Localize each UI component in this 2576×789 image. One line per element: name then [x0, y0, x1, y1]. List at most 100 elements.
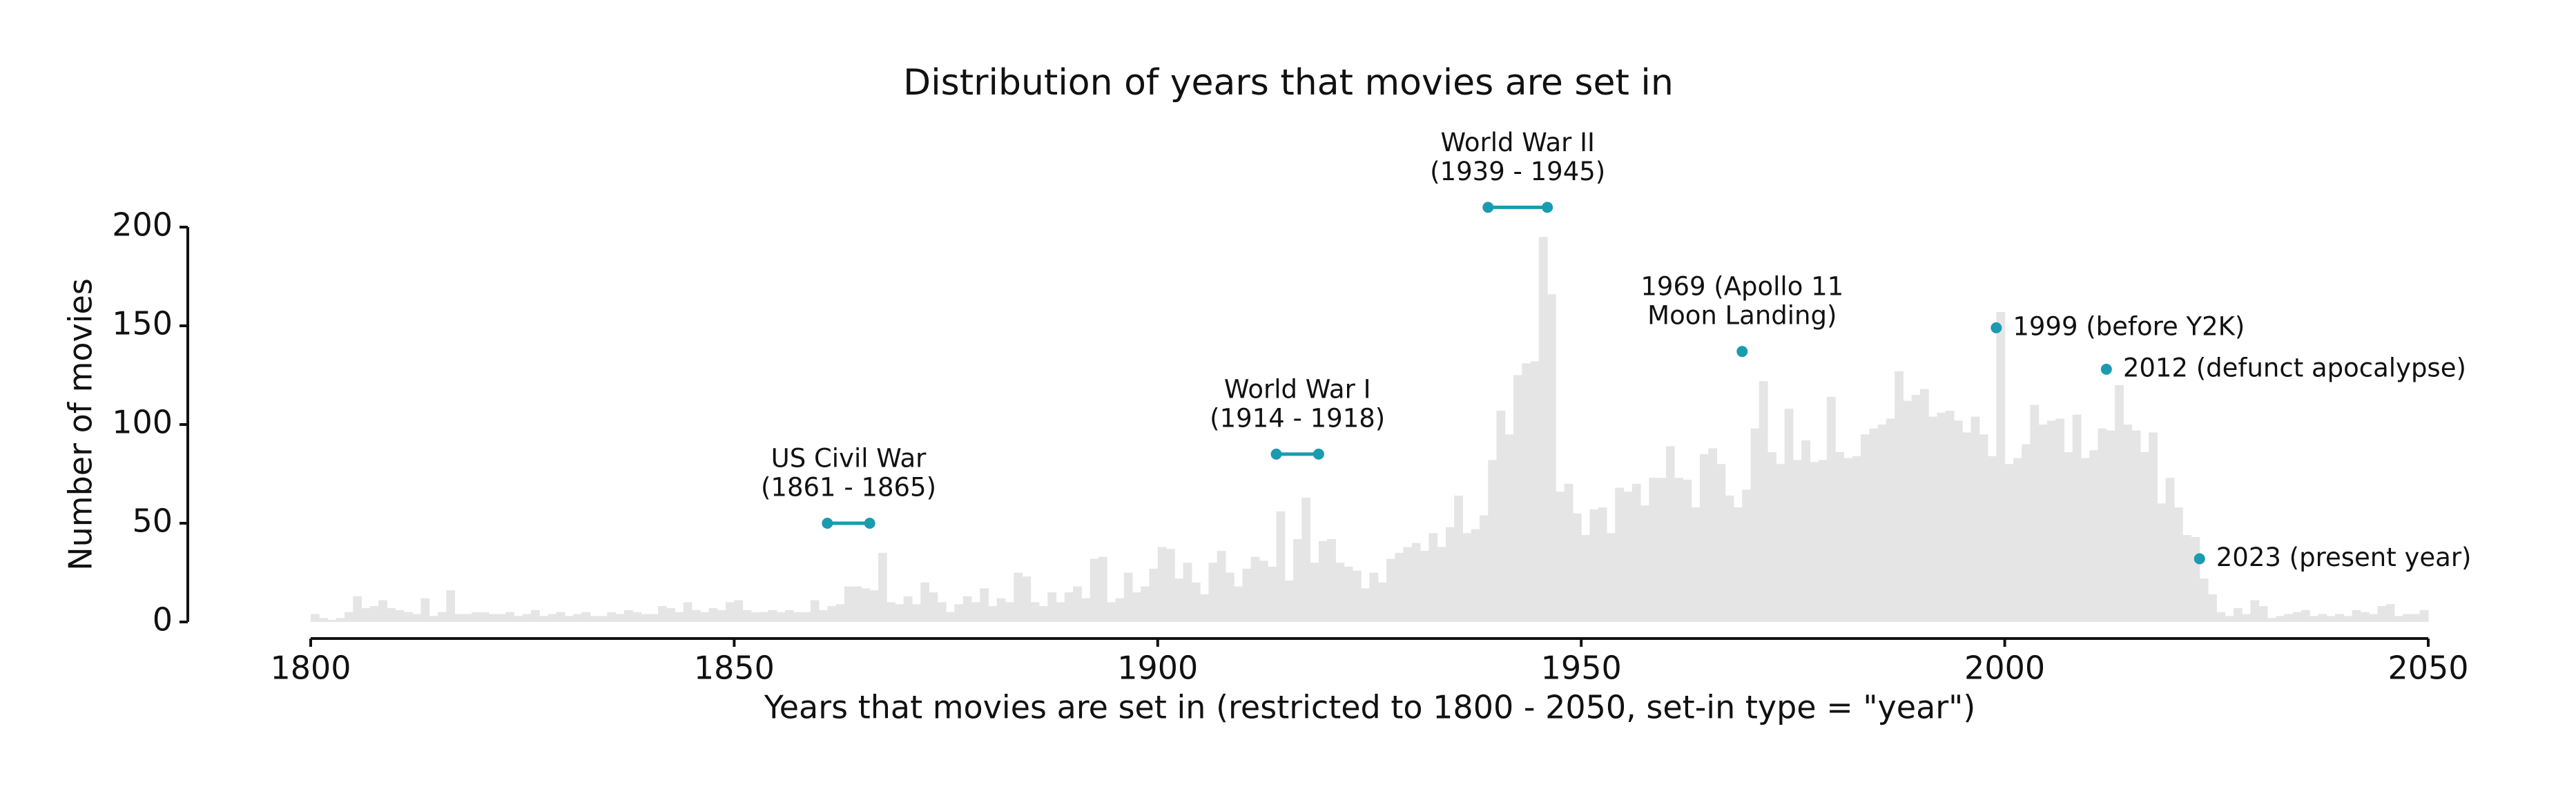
- bar: [1699, 454, 1709, 622]
- bar: [1284, 580, 1294, 622]
- bar: [692, 610, 701, 622]
- bar: [1208, 563, 1218, 622]
- bar: [1039, 606, 1048, 622]
- y-tick-label: 50: [132, 503, 173, 540]
- x-tick-label: 2050: [2388, 650, 2468, 687]
- bar: [1157, 547, 1167, 622]
- bar: [1962, 432, 1972, 622]
- bar: [1598, 507, 1607, 622]
- bar: [2064, 452, 2073, 622]
- bar: [1970, 416, 1980, 622]
- bar: [1462, 533, 1472, 622]
- bar: [1132, 592, 1141, 622]
- bar: [1716, 464, 1726, 622]
- bar: [387, 607, 396, 622]
- bar: [1691, 507, 1701, 622]
- bar: [2318, 614, 2327, 622]
- bar: [2360, 612, 2370, 622]
- bar: [819, 610, 828, 622]
- bar: [1047, 592, 1057, 622]
- bar: [623, 610, 633, 622]
- annotation-label: Moon Landing): [1647, 301, 1837, 331]
- y-tick-label: 200: [112, 206, 173, 244]
- bar: [480, 612, 490, 622]
- bar: [412, 614, 421, 622]
- annotation-dot: [822, 518, 833, 529]
- bar: [912, 604, 921, 622]
- bar: [2004, 464, 2014, 622]
- bar: [1810, 462, 1819, 622]
- bar: [2377, 606, 2387, 622]
- bar: [2284, 614, 2294, 622]
- annotation-dot: [864, 518, 875, 529]
- bar: [726, 602, 735, 622]
- bar: [1174, 578, 1184, 622]
- annotation-dot: [1736, 346, 1748, 358]
- bar: [1937, 412, 1946, 622]
- bar: [1708, 448, 1717, 622]
- bar: [311, 614, 320, 622]
- bar: [2046, 420, 2056, 622]
- bar: [488, 614, 498, 622]
- bar: [1861, 434, 1870, 622]
- bar: [429, 616, 438, 622]
- bar: [1504, 434, 1514, 622]
- bar: [1268, 566, 1277, 622]
- annotation-dot: [1270, 448, 1282, 460]
- bar: [2369, 614, 2378, 622]
- bar: [1623, 491, 1633, 622]
- bar: [1631, 483, 1641, 622]
- bar: [1657, 478, 1667, 622]
- bar: [903, 596, 913, 622]
- bar: [2182, 535, 2191, 622]
- bar: [1988, 456, 1997, 622]
- bar: [2081, 458, 2090, 622]
- annotation-label: World War I: [1224, 374, 1371, 404]
- bar: [980, 588, 989, 622]
- annotation-label: US Civil War: [771, 444, 927, 474]
- bar: [2157, 503, 2167, 622]
- bar: [319, 618, 329, 622]
- bar: [2123, 425, 2133, 622]
- bar: [962, 596, 972, 622]
- annotation-label: 1969 (Apollo 11: [1640, 272, 1843, 302]
- bar: [581, 612, 591, 622]
- bar: [607, 612, 617, 622]
- bar: [1081, 598, 1091, 622]
- bar: [556, 612, 565, 622]
- bar: [1801, 440, 1810, 622]
- bar: [1742, 489, 1752, 622]
- bar: [395, 610, 405, 622]
- bar: [2055, 418, 2064, 622]
- bar: [530, 610, 540, 622]
- bar: [1141, 586, 1150, 622]
- annotation-dot: [1542, 202, 1553, 213]
- bar: [1640, 505, 1649, 622]
- bar: [734, 600, 744, 622]
- bar: [353, 596, 362, 622]
- bar: [776, 612, 786, 622]
- bar: [2411, 614, 2421, 622]
- bar: [599, 616, 608, 622]
- bar: [1928, 416, 1937, 622]
- bar: [539, 616, 549, 622]
- bar: [1589, 509, 1599, 622]
- bar: [1734, 507, 1743, 622]
- bar: [1250, 556, 1260, 622]
- bar: [1953, 420, 1963, 622]
- bar: [793, 612, 803, 622]
- bar: [946, 612, 955, 622]
- bar: [2165, 478, 2175, 622]
- bar: [717, 610, 726, 622]
- bar: [446, 590, 456, 622]
- bar: [1581, 535, 1590, 622]
- bar: [548, 614, 557, 622]
- bar: [1843, 458, 1853, 622]
- bar: [2403, 614, 2412, 622]
- bar: [988, 606, 998, 622]
- bar: [1547, 294, 1556, 622]
- bar: [1479, 515, 1489, 622]
- bar: [2258, 606, 2268, 622]
- bar: [1115, 598, 1125, 622]
- bar: [1683, 480, 1692, 622]
